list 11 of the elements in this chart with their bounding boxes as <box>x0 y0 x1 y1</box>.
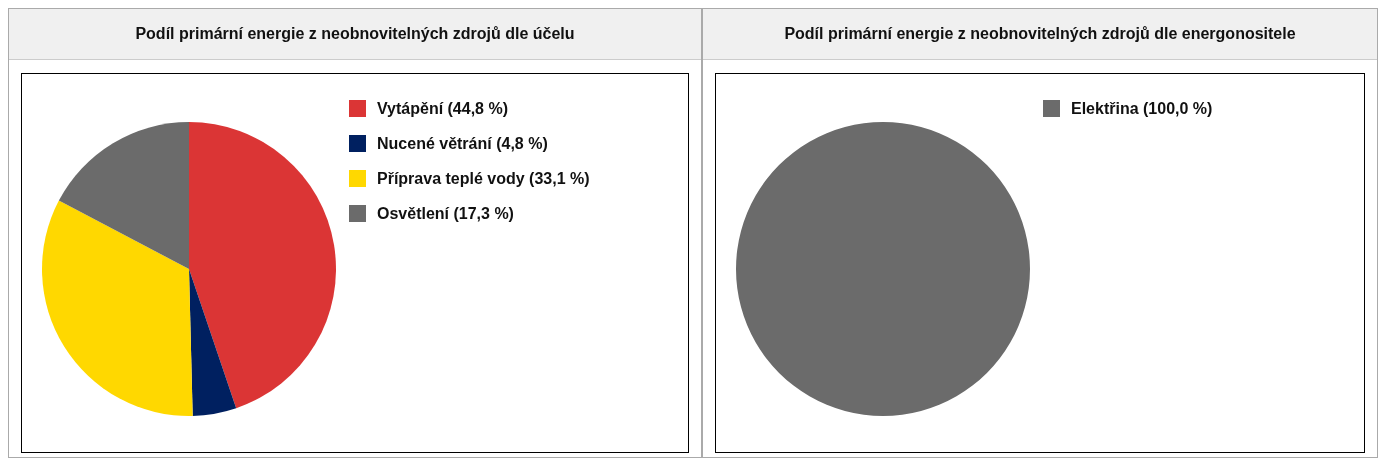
legend-label: Osvětlení (17,3 %) <box>377 204 514 223</box>
chart-title: Podíl primární energie z neobnovitelných zdrojů dle energonositele <box>784 25 1296 43</box>
pie-slice <box>42 200 193 416</box>
legend-label: Nucené větrání (4,8 %) <box>377 134 548 153</box>
legend-label: Vytápění (44,8 %) <box>377 99 509 118</box>
legend-label: Příprava teplé vody (33,1 %) <box>377 169 590 188</box>
pie-slice <box>189 269 237 416</box>
chart-title: Podíl primární energie z neobnovitelných zdrojů dle účelu <box>135 25 575 43</box>
pie-slice <box>58 122 189 269</box>
pie-slice <box>189 122 336 409</box>
legend-label: Elektřina (100,0 %) <box>1071 99 1213 118</box>
